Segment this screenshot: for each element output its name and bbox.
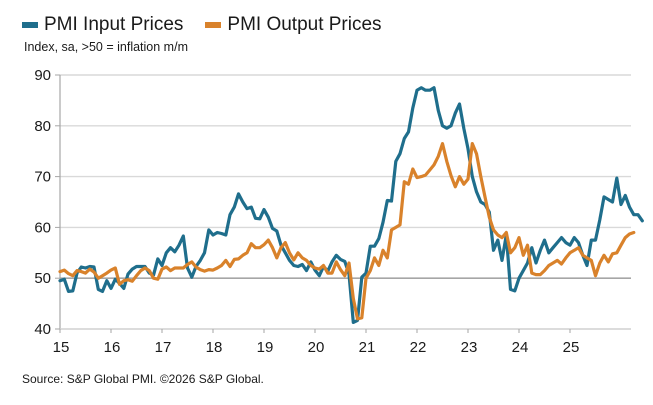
legend-item-output-prices: PMI Output Prices [205,14,382,36]
x-tick-label: 24 [512,339,529,356]
legend-item-input-prices: PMI Input Prices [22,14,183,36]
tick-labels: 40 50 60 70 80 90 15 16 17 18 19 20 21 22 23 24 25 [34,67,579,356]
x-tick-label: 19 [257,339,274,356]
x-tick-label: 16 [104,339,121,356]
series-line-pmi-input-prices [58,86,644,324]
x-tick-label: 21 [359,339,376,356]
x-tick-label: 17 [155,339,172,356]
x-tick-label: 18 [206,339,223,356]
x-tick-label: 25 [563,339,580,356]
legend-label-input-prices: PMI Input Prices [44,14,184,35]
y-tick-label: 40 [34,321,51,338]
y-tick-label: 50 [34,270,51,287]
chart-legend: PMI Input Prices PMI Output Prices [22,14,404,36]
series-group [58,86,644,324]
y-tick-label: 60 [34,219,51,236]
gridlines [60,74,631,280]
y-tick-label: 80 [34,118,51,135]
legend-label-output-prices: PMI Output Prices [227,14,382,35]
chart-subtitle: Index, sa, >50 = inflation m/m [24,40,188,54]
axes [55,74,631,333]
legend-swatch-output-prices [205,22,222,28]
x-tick-label: 15 [53,339,70,356]
x-tick-label: 23 [461,339,478,356]
series-line-pmi-output-prices [58,142,636,321]
source-note: Source: S&P Global PMI. ©2026 S&P Global… [22,372,264,386]
y-tick-label: 70 [34,169,51,186]
x-tick-label: 22 [410,339,427,356]
y-tick-label: 90 [34,67,51,84]
x-tick-label: 20 [308,339,325,356]
legend-swatch-input-prices [22,22,38,28]
